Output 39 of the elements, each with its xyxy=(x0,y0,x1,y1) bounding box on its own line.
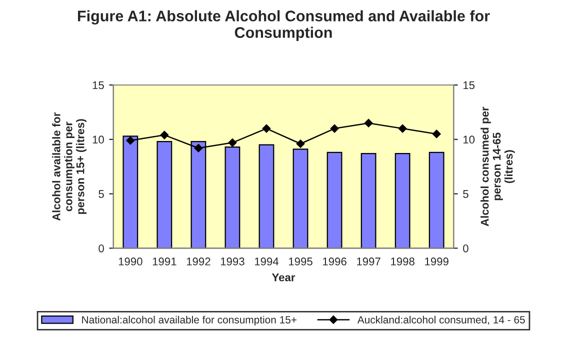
x-axis-title: Year xyxy=(272,274,296,282)
y2-tick-label: 15 xyxy=(463,81,475,90)
point xyxy=(126,136,135,145)
y-tick-label: 15 xyxy=(92,81,104,90)
x-tick-label: 1990 xyxy=(118,258,142,266)
point xyxy=(432,130,441,138)
point xyxy=(194,144,203,152)
x-tick-label: 1998 xyxy=(391,258,414,266)
y2-tick-label: 0 xyxy=(463,244,468,252)
point xyxy=(262,124,271,133)
x-tick-label: 1994 xyxy=(254,258,279,266)
x-tick-label: 1995 xyxy=(289,258,312,266)
point xyxy=(330,124,339,133)
chart-title: Figure A1: Absolute Alcohol Consumed and Available for Consumption xyxy=(78,10,490,41)
point xyxy=(364,118,373,128)
x-tick-label: 1992 xyxy=(186,258,210,266)
y2-axis-title: Alcohol consumed per person 14-65 (litres) xyxy=(480,106,515,226)
x-tick-label: 1996 xyxy=(323,258,346,266)
y2-tick-label: 5 xyxy=(463,190,468,198)
y-tick-label: 0 xyxy=(98,244,104,252)
x-tick-label: 1999 xyxy=(425,258,448,266)
y2-tick-label: 10 xyxy=(463,136,475,144)
bar xyxy=(428,152,444,248)
x-tick-label: 1997 xyxy=(357,258,380,266)
point xyxy=(228,138,237,147)
bar xyxy=(360,152,376,248)
bar xyxy=(326,152,342,248)
legend-label: Auckland:alcohol consumed, 14 - 65 xyxy=(357,316,525,325)
point xyxy=(160,130,169,140)
y-axis-title: Alcohol available for consumption per person 15+ (litres) xyxy=(52,112,86,221)
bar xyxy=(258,144,274,248)
y-tick-label: 10 xyxy=(92,136,104,144)
y-tick-label: 5 xyxy=(98,190,104,198)
legend-label: National:alcohol available for consumption 15+ xyxy=(82,316,296,326)
point xyxy=(398,124,407,133)
x-tick-label: 1993 xyxy=(220,258,244,266)
bar xyxy=(394,152,410,248)
x-tick-label: 1991 xyxy=(152,258,176,266)
point xyxy=(296,140,305,148)
